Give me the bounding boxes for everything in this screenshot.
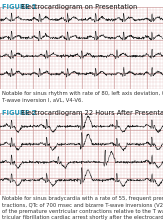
Text: Electrocardiogram on Presentation: Electrocardiogram on Presentation [19, 4, 137, 10]
Text: Electrocardiogram 22 Hours After Presentation: Electrocardiogram 22 Hours After Present… [19, 110, 163, 116]
Text: FIGURE 2: FIGURE 2 [2, 110, 36, 116]
Text: Notable for sinus rhythm with rate of 80, left axis deviation, QRs of 448 msec a: Notable for sinus rhythm with rate of 80… [2, 91, 163, 103]
Text: Notable for sinus bradycardia with a rate of 55, frequent premature ventricular : Notable for sinus bradycardia with a rat… [2, 196, 163, 220]
Text: FIGURE 1: FIGURE 1 [2, 4, 36, 10]
